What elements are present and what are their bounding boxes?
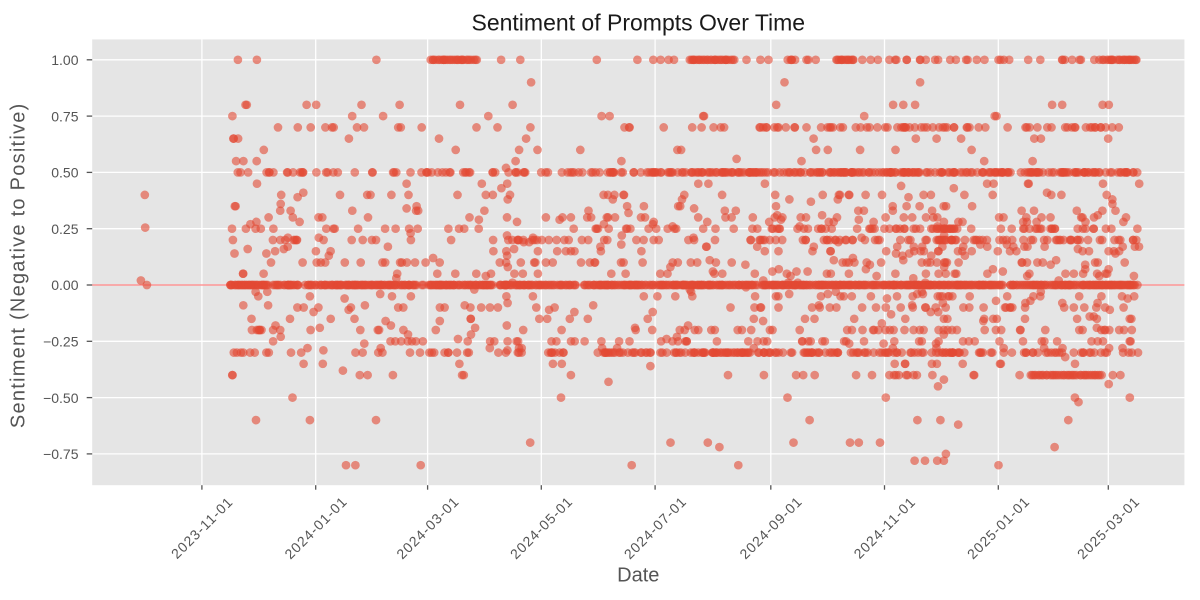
svg-text:Sentiment (Negative to Positiv: Sentiment (Negative to Positive): [8, 102, 30, 428]
svg-text:Date: Date: [617, 564, 659, 586]
svg-text:0.25: 0.25: [51, 221, 78, 237]
svg-text:0.50: 0.50: [51, 165, 78, 181]
svg-text:1.00: 1.00: [51, 52, 78, 68]
svg-text:0.00: 0.00: [51, 277, 78, 293]
svg-text:−0.50: −0.50: [43, 390, 79, 406]
svg-text:−0.25: −0.25: [43, 334, 79, 350]
svg-text:−0.75: −0.75: [43, 446, 79, 462]
svg-text:0.75: 0.75: [51, 108, 78, 124]
svg-text:Sentiment of Prompts Over Time: Sentiment of Prompts Over Time: [471, 10, 805, 36]
